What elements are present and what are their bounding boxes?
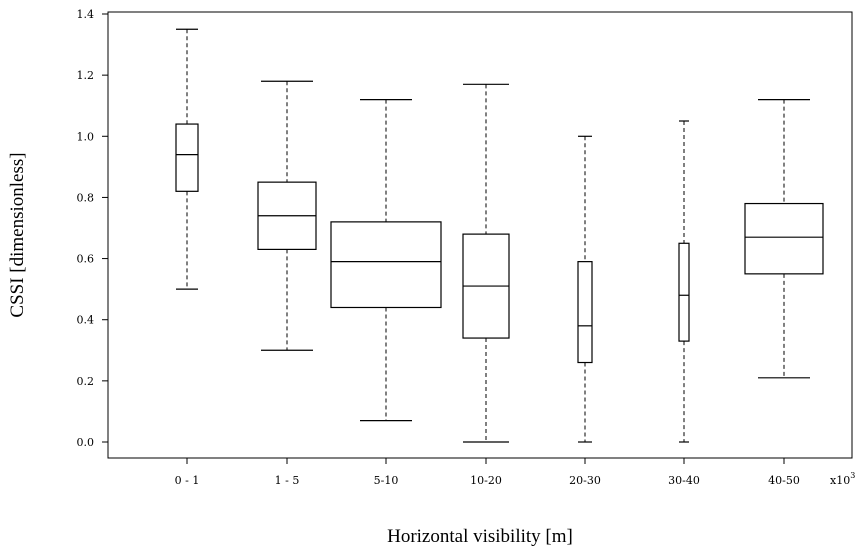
y-tick-label: 0.6 xyxy=(77,253,95,266)
y-tick-label: 0.2 xyxy=(77,375,95,388)
box-0-1 xyxy=(175,28,199,290)
box-10-20 xyxy=(462,83,510,443)
box-40-50 xyxy=(744,98,824,379)
iqr-box xyxy=(175,123,199,192)
y-axis: 0.0 0.2 0.4 0.6 0.8 1.0 1.2 1.4 xyxy=(77,8,108,449)
x-tick-label: 40-50 xyxy=(768,474,800,487)
iqr-box xyxy=(577,261,593,364)
x-tick-label: 5-10 xyxy=(374,474,399,487)
box-series xyxy=(175,28,824,443)
x-tick-label: 30-40 xyxy=(668,474,700,487)
box-30-40 xyxy=(678,120,690,443)
x-tick-label: 10-20 xyxy=(470,474,502,487)
iqr-box xyxy=(330,221,442,309)
box-1-5 xyxy=(257,80,317,351)
y-tick-label: 0.8 xyxy=(77,191,95,204)
iqr-box xyxy=(678,242,690,342)
plot-frame xyxy=(107,11,853,459)
y-tick-label: 1.4 xyxy=(77,8,95,21)
box-5-10 xyxy=(330,98,442,422)
x-axis: 0 - 1 1 - 5 5-10 10-20 20-30 30-40 40-50 xyxy=(175,458,800,487)
y-axis-title: CSSI [dimensionless] xyxy=(7,152,28,317)
y-tick-label: 0.4 xyxy=(77,314,95,327)
x-axis-title: Horizontal visibility [m] xyxy=(387,526,573,547)
x-tick-label: 20-30 xyxy=(569,474,601,487)
x-tick-label: 1 - 5 xyxy=(275,474,300,487)
box-20-30 xyxy=(577,135,593,443)
iqr-box xyxy=(744,202,824,275)
y-tick-label: 1.2 xyxy=(77,69,95,82)
x-tick-label: 0 - 1 xyxy=(175,474,200,487)
x-axis-multiplier: x103 xyxy=(830,471,855,487)
multiplier-base: x10 xyxy=(830,474,850,487)
multiplier-exponent: 3 xyxy=(850,471,855,480)
y-tick-label: 0.0 xyxy=(77,436,95,449)
y-tick-label: 1.0 xyxy=(77,130,95,143)
